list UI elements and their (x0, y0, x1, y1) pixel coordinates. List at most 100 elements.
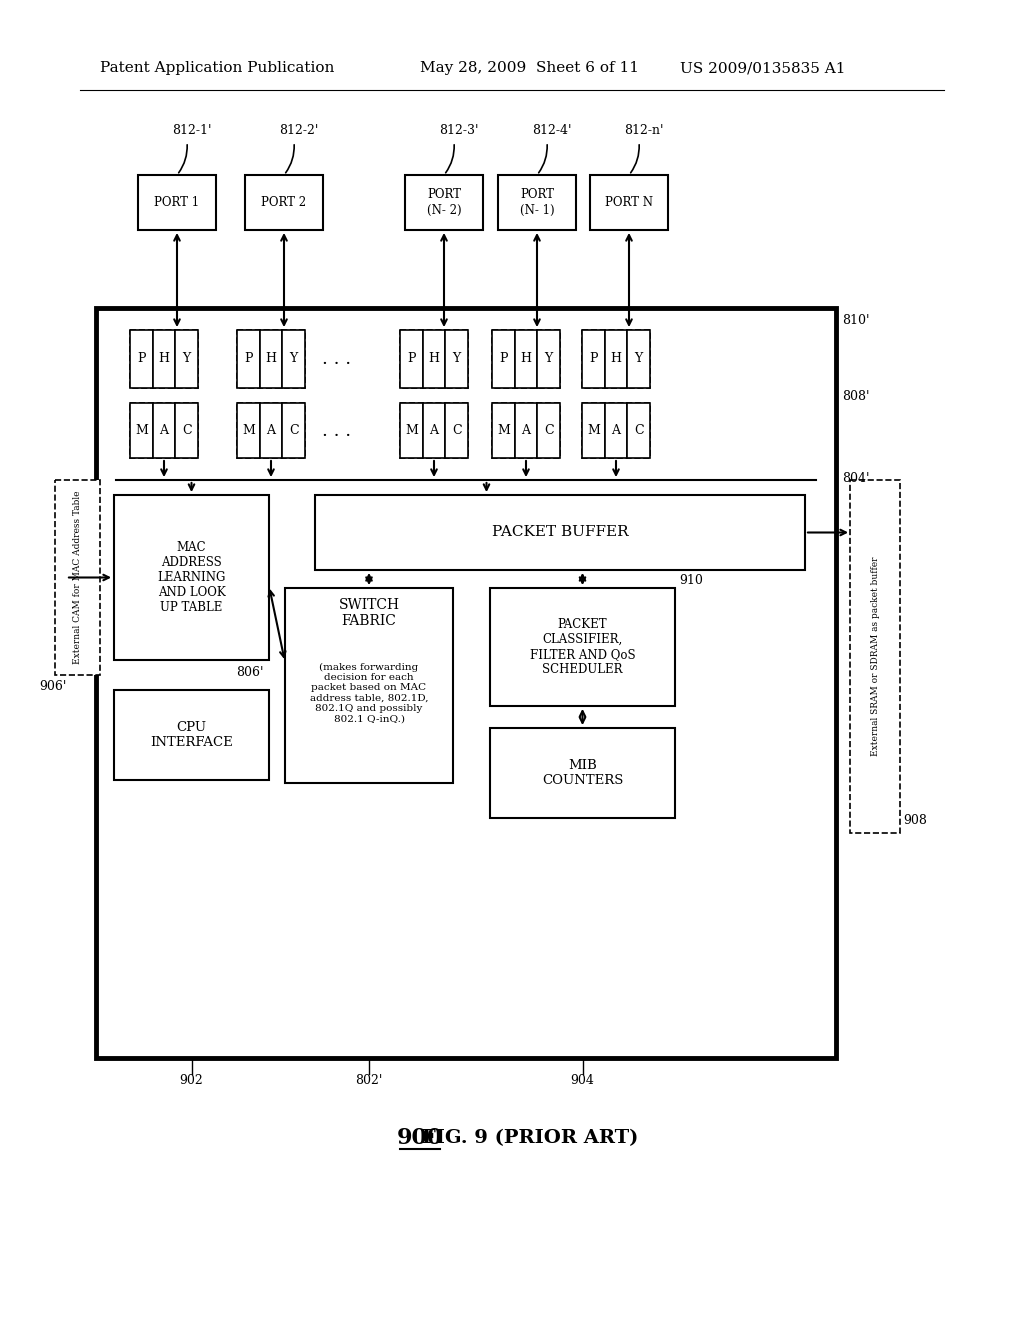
Text: US 2009/0135835 A1: US 2009/0135835 A1 (680, 61, 846, 75)
FancyBboxPatch shape (130, 403, 153, 458)
FancyBboxPatch shape (406, 176, 483, 230)
Text: C: C (289, 424, 298, 437)
Text: H: H (428, 352, 439, 366)
FancyBboxPatch shape (582, 403, 650, 458)
Text: Y: Y (182, 352, 190, 366)
FancyBboxPatch shape (604, 330, 628, 388)
Text: 902: 902 (179, 1073, 204, 1086)
FancyBboxPatch shape (400, 403, 423, 458)
Text: MIB
COUNTERS: MIB COUNTERS (542, 759, 624, 787)
FancyBboxPatch shape (400, 403, 468, 458)
Text: C: C (634, 424, 643, 437)
FancyBboxPatch shape (260, 330, 283, 388)
FancyBboxPatch shape (538, 330, 560, 388)
FancyBboxPatch shape (237, 403, 305, 458)
Text: Y: Y (453, 352, 461, 366)
FancyBboxPatch shape (153, 330, 175, 388)
Text: A: A (160, 424, 169, 437)
FancyBboxPatch shape (498, 176, 575, 230)
Text: P: P (589, 352, 598, 366)
FancyBboxPatch shape (490, 729, 675, 818)
FancyBboxPatch shape (538, 403, 560, 458)
Text: 908: 908 (903, 814, 927, 828)
Text: . . .: . . . (323, 350, 351, 368)
FancyBboxPatch shape (96, 308, 836, 1059)
Text: May 28, 2009  Sheet 6 of 11: May 28, 2009 Sheet 6 of 11 (420, 61, 639, 75)
FancyBboxPatch shape (590, 176, 668, 230)
Text: 812-1': 812-1' (172, 124, 212, 136)
FancyBboxPatch shape (237, 330, 305, 388)
Text: A: A (266, 424, 275, 437)
FancyBboxPatch shape (260, 403, 283, 458)
Text: H: H (265, 352, 276, 366)
Text: 808': 808' (842, 389, 869, 403)
Text: P: P (244, 352, 253, 366)
FancyBboxPatch shape (445, 403, 468, 458)
Text: 802': 802' (355, 1073, 383, 1086)
Text: Y: Y (635, 352, 643, 366)
FancyBboxPatch shape (492, 403, 515, 458)
FancyBboxPatch shape (283, 330, 305, 388)
Text: C: C (182, 424, 191, 437)
Text: PORT 1: PORT 1 (155, 195, 200, 209)
FancyBboxPatch shape (130, 330, 198, 388)
FancyBboxPatch shape (628, 403, 650, 458)
Text: PORT
(N- 1): PORT (N- 1) (520, 189, 554, 216)
Text: Patent Application Publication: Patent Application Publication (100, 61, 335, 75)
FancyBboxPatch shape (490, 587, 675, 706)
FancyBboxPatch shape (138, 176, 216, 230)
FancyBboxPatch shape (515, 403, 538, 458)
FancyBboxPatch shape (153, 403, 175, 458)
Text: 900: 900 (397, 1127, 443, 1148)
Text: 910: 910 (679, 573, 702, 586)
Text: P: P (408, 352, 416, 366)
Text: External SRAM or SDRAM as packet buffer: External SRAM or SDRAM as packet buffer (870, 557, 880, 756)
Text: 906': 906' (39, 681, 67, 693)
Text: P: P (137, 352, 145, 366)
Text: Y: Y (545, 352, 553, 366)
Text: M: M (404, 424, 418, 437)
Text: A: A (521, 424, 530, 437)
FancyBboxPatch shape (237, 330, 260, 388)
Text: PORT 2: PORT 2 (261, 195, 306, 209)
FancyBboxPatch shape (582, 330, 604, 388)
Text: C: C (452, 424, 462, 437)
FancyBboxPatch shape (315, 495, 805, 570)
FancyBboxPatch shape (582, 330, 650, 388)
Text: 904: 904 (570, 1073, 595, 1086)
Text: A: A (429, 424, 438, 437)
FancyBboxPatch shape (130, 330, 153, 388)
Text: 810': 810' (842, 314, 869, 326)
FancyBboxPatch shape (400, 330, 423, 388)
Text: 804': 804' (842, 471, 869, 484)
Text: M: M (242, 424, 255, 437)
FancyBboxPatch shape (492, 403, 560, 458)
Text: 806': 806' (237, 665, 264, 678)
Text: PACKET
CLASSIFIER,
FILTER AND QoS
SCHEDULER: PACKET CLASSIFIER, FILTER AND QoS SCHEDU… (529, 618, 635, 676)
FancyBboxPatch shape (492, 330, 560, 388)
FancyBboxPatch shape (445, 330, 468, 388)
Text: H: H (520, 352, 531, 366)
Text: M: M (497, 424, 510, 437)
FancyBboxPatch shape (285, 587, 453, 783)
Text: 812-4': 812-4' (532, 124, 571, 136)
Text: SWITCH
FABRIC: SWITCH FABRIC (339, 598, 399, 628)
FancyBboxPatch shape (114, 495, 269, 660)
FancyBboxPatch shape (850, 480, 900, 833)
Text: H: H (159, 352, 170, 366)
Text: PACKET BUFFER: PACKET BUFFER (492, 525, 629, 540)
FancyBboxPatch shape (114, 690, 269, 780)
Text: 812-n': 812-n' (625, 124, 664, 136)
FancyBboxPatch shape (237, 403, 260, 458)
FancyBboxPatch shape (175, 330, 198, 388)
FancyBboxPatch shape (604, 403, 628, 458)
Text: 812-3': 812-3' (439, 124, 479, 136)
FancyBboxPatch shape (423, 330, 445, 388)
Text: PORT
(N- 2): PORT (N- 2) (427, 189, 462, 216)
FancyBboxPatch shape (423, 403, 445, 458)
Text: Y: Y (290, 352, 298, 366)
Text: (makes forwarding
decision for each
packet based on MAC
address table, 802.1D,
8: (makes forwarding decision for each pack… (309, 663, 428, 723)
Text: MAC
ADDRESS
LEARNING
AND LOOK
UP TABLE: MAC ADDRESS LEARNING AND LOOK UP TABLE (158, 541, 225, 614)
Text: 812-2': 812-2' (280, 124, 318, 136)
FancyBboxPatch shape (55, 480, 100, 675)
